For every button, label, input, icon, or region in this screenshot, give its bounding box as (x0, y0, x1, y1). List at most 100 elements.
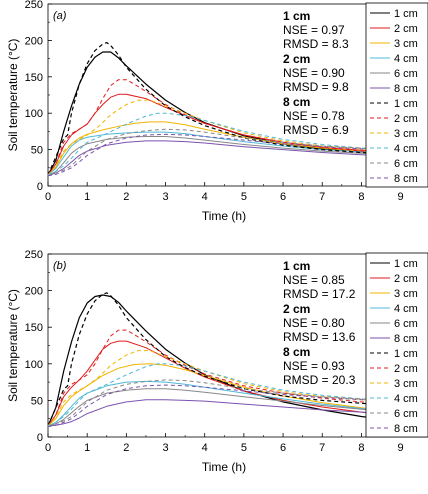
stat-nse: NSE = 0.85 (283, 273, 345, 287)
stat-rmsd: RMSD = 20.3 (283, 373, 356, 387)
legend-entry: 4 cm (394, 303, 418, 315)
legend-entry: 3 cm (394, 128, 418, 140)
x-tick-label: 7 (319, 191, 325, 203)
y-tick-label: 100 (25, 108, 43, 120)
legend-entry: 6 cm (394, 408, 418, 420)
legend-entry: 1 cm (394, 258, 418, 270)
legend-entry: 6 cm (394, 68, 418, 80)
stat-depth-label: 2 cm (283, 52, 310, 66)
series-line-model-8cm (47, 384, 428, 428)
series-line-measured-2cm (47, 340, 428, 427)
x-tick-label: 1 (84, 442, 90, 454)
x-axis-title: Time (h) (202, 460, 246, 474)
x-tick-label: 8 (358, 191, 364, 203)
y-tick-label: 200 (25, 286, 43, 298)
legend-box (365, 252, 428, 438)
legend-entry: 6 cm (394, 318, 418, 330)
series-line-model-2cm (47, 79, 428, 176)
series-line-model-2cm (47, 329, 428, 427)
legend-entry: 1 cm (394, 98, 418, 110)
series-line-measured-3cm (47, 363, 428, 427)
legend-entry: 2 cm (394, 23, 418, 35)
x-tick-label: 6 (280, 442, 286, 454)
x-tick-label: 9 (398, 191, 404, 203)
panel-label: (a) (53, 10, 67, 22)
series-line-measured-8cm (47, 140, 428, 177)
legend: 1 cm 2 cm 3 cm 4 cm 6 cm 8 cm 1 cm 2 cm 3 cm 4 cm… (365, 2, 428, 188)
series-line-measured-6cm (47, 388, 428, 427)
stat-rmsd: RMSD = 6.9 (283, 123, 349, 137)
legend-entry: 8 cm (394, 83, 418, 95)
x-axis-title: Time (h) (202, 209, 246, 223)
series-line-measured-6cm (47, 136, 428, 177)
stat-depth-label: 8 cm (283, 95, 310, 109)
y-tick-label: 250 (25, 0, 43, 11)
legend-entry: 4 cm (394, 53, 418, 65)
panel-label: (b) (53, 260, 67, 272)
legend-entry: 2 cm (394, 113, 418, 125)
y-axis-title: Soil temperature (°C) (6, 39, 20, 152)
y-tick-label: 150 (25, 72, 43, 84)
y-tick-label: 50 (31, 145, 43, 157)
series-line-measured-8cm (47, 399, 428, 427)
legend-entry: 3 cm (394, 378, 418, 390)
x-tick-label: 1 (84, 191, 90, 203)
legend-entry: 6 cm (394, 158, 418, 170)
y-tick-label: 200 (25, 35, 43, 47)
stat-depth-label: 1 cm (283, 259, 310, 273)
legend: 1 cm 2 cm 3 cm 4 cm 6 cm 8 cm 1 cm 2 cm 3 cm 4 cm… (365, 252, 428, 438)
x-tick-label: 5 (241, 442, 247, 454)
x-tick-label: 2 (123, 191, 129, 203)
legend-entry: 2 cm (394, 273, 418, 285)
stat-nse: NSE = 0.93 (283, 359, 345, 373)
series-line-model-1cm (47, 42, 428, 176)
stat-rmsd: RMSD = 8.3 (283, 37, 349, 51)
y-tick-label: 0 (37, 432, 43, 444)
x-tick-label: 6 (280, 191, 286, 203)
x-tick-label: 4 (202, 442, 208, 454)
stat-nse: NSE = 0.97 (283, 23, 345, 37)
series-line-measured-1cm (47, 51, 428, 176)
stat-depth-label: 2 cm (283, 302, 310, 316)
legend-entry: 4 cm (394, 143, 418, 155)
x-tick-label: 8 (358, 442, 364, 454)
x-tick-label: 5 (241, 191, 247, 203)
x-tick-label: 7 (319, 442, 325, 454)
legend-entry: 8 cm (394, 173, 418, 185)
series-line-measured-4cm (47, 380, 428, 427)
series-line-measured-3cm (47, 121, 428, 176)
x-tick-label: 0 (45, 191, 51, 203)
stat-rmsd: RMSD = 13.6 (283, 330, 356, 344)
legend-entry: 2 cm (394, 363, 418, 375)
legend-entry: 8 cm (394, 333, 418, 345)
stat-nse: NSE = 0.78 (283, 109, 345, 123)
y-tick-label: 0 (37, 181, 43, 193)
y-tick-label: 100 (25, 359, 43, 371)
series-line-model-6cm (47, 128, 428, 177)
series-line-model-1cm (47, 292, 428, 427)
legend-entry: 3 cm (394, 38, 418, 50)
stat-rmsd: RMSD = 17.2 (283, 287, 356, 301)
y-tick-label: 150 (25, 322, 43, 334)
stat-depth-label: 1 cm (283, 9, 310, 23)
x-tick-label: 3 (162, 442, 168, 454)
y-axis-title: Soil temperature (°C) (6, 289, 20, 402)
y-tick-label: 250 (25, 249, 43, 261)
series-line-model-6cm (47, 379, 428, 428)
stat-nse: NSE = 0.90 (283, 66, 345, 80)
legend-entry: 3 cm (394, 288, 418, 300)
stat-rmsd: RMSD = 9.8 (283, 80, 349, 94)
x-tick-label: 3 (162, 191, 168, 203)
series-line-model-8cm (47, 133, 428, 177)
x-tick-label: 4 (202, 191, 208, 203)
stat-depth-label: 8 cm (283, 345, 310, 359)
legend-box (365, 2, 428, 188)
chart-panel-b: 0 1 2 3 4 5 6 7 8 9 0 50 100 150 200 250 Time (h) Soil te… (6, 249, 428, 474)
y-tick-label: 50 (31, 395, 43, 407)
series-line-model-4cm (47, 363, 428, 427)
stat-nse: NSE = 0.80 (283, 316, 345, 330)
legend-entry: 4 cm (394, 393, 418, 405)
legend-entry: 1 cm (394, 348, 418, 360)
